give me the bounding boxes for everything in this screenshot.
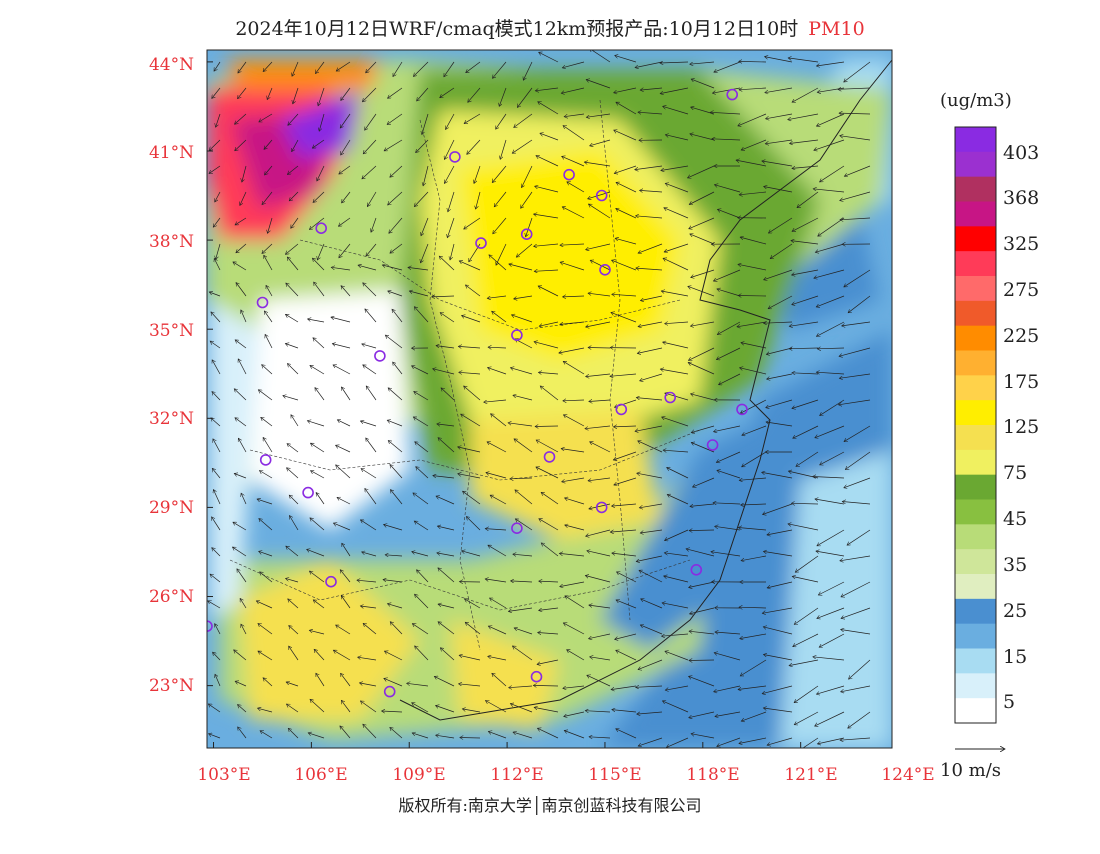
colorbar-swatch [955, 127, 996, 152]
colorbar-swatch [955, 599, 996, 624]
colorbar-label: 325 [1003, 233, 1039, 255]
colorbar-swatch [955, 251, 996, 276]
wind-reference-label: 10 m/s [940, 760, 1001, 781]
colorbar-swatch [955, 574, 996, 599]
colorbar-label: 125 [1003, 416, 1039, 438]
colorbar-swatch [955, 624, 996, 649]
colorbar-label: 25 [1003, 600, 1027, 622]
lon-label-118: 118°E [678, 765, 748, 785]
wind-arrow [588, 348, 610, 349]
colorbar-label: 35 [1003, 554, 1027, 576]
colorbar-swatch [955, 475, 996, 500]
colorbar-swatch [955, 375, 996, 400]
concentration-field [202, 48, 892, 755]
wind-arrow [738, 296, 766, 297]
colorbar-swatch [955, 301, 996, 326]
colorbar-unit: (ug/m3) [940, 90, 1012, 111]
colorbar-swatch [955, 226, 996, 251]
colorbar [955, 127, 996, 724]
colorbar-swatch [955, 649, 996, 674]
colorbar-label: 225 [1003, 325, 1039, 347]
colorbar-swatch [955, 450, 996, 475]
lat-label-44: 44°N [128, 55, 194, 75]
colorbar-swatch [955, 202, 996, 227]
lon-label-124: 124°E [873, 765, 943, 785]
lat-label-29: 29°N [128, 498, 194, 518]
colorbar-swatch [955, 549, 996, 574]
colorbar-swatch [955, 500, 996, 525]
lat-label-32: 32°N [128, 409, 194, 429]
colorbar-swatch [955, 276, 996, 301]
lon-label-121: 121°E [776, 765, 846, 785]
lon-label-106: 106°E [286, 765, 356, 785]
colorbar-swatch [955, 326, 996, 351]
colorbar-label: 45 [1003, 508, 1027, 530]
colorbar-swatch [955, 351, 996, 376]
wind-arrow [535, 426, 558, 427]
lat-label-38: 38°N [128, 232, 194, 252]
wind-arrow [460, 738, 480, 739]
colorbar-label: 15 [1003, 646, 1027, 668]
colorbar-swatch [955, 524, 996, 549]
colorbar-label: 175 [1003, 371, 1039, 393]
title-text: 2024年10月12日WRF/cmaq模式12km预报产品:10月12日10时 [235, 18, 798, 40]
lat-label-41: 41°N [128, 143, 194, 163]
colorbar-label: 403 [1003, 142, 1039, 164]
colorbar-swatch [955, 673, 996, 698]
lon-label-115: 115°E [580, 765, 650, 785]
colorbar-label: 5 [1003, 691, 1015, 713]
lat-label-23: 23°N [128, 676, 194, 696]
pollutant-label: PM10 [808, 18, 864, 40]
wind-arrow [689, 660, 714, 661]
colorbar-swatch [955, 425, 996, 450]
colorbar-label: 75 [1003, 462, 1027, 484]
colorbar-swatch [955, 177, 996, 202]
figure-title: 2024年10月12日WRF/cmaq模式12km预报产品:10月12日10时 P… [0, 14, 1100, 41]
copyright-text: 版权所有:南京大学│南京创蓝科技有限公司 [0, 792, 1100, 816]
colorbar-label: 368 [1003, 187, 1039, 209]
colorbar-swatch [955, 152, 996, 177]
colorbar-label: 275 [1003, 279, 1039, 301]
lat-label-35: 35°N [128, 321, 194, 341]
lon-label-109: 109°E [384, 765, 454, 785]
lon-label-112: 112°E [482, 765, 552, 785]
colorbar-swatch [955, 698, 996, 723]
colorbar-swatch [955, 400, 996, 425]
lat-label-26: 26°N [128, 587, 194, 607]
lon-label-103: 103°E [189, 765, 259, 785]
